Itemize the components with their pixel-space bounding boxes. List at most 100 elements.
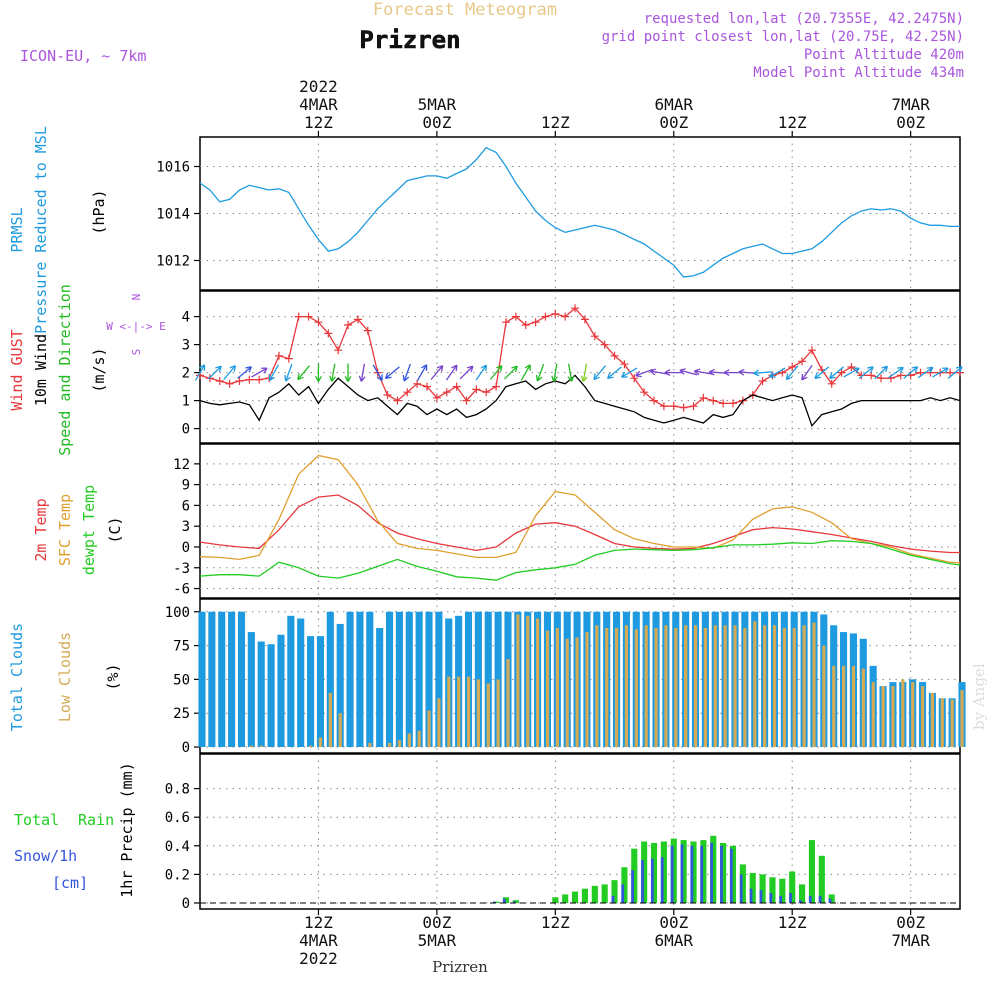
total-precip-bar bbox=[799, 884, 806, 903]
total-cloud-bar bbox=[415, 611, 423, 747]
snow-bar bbox=[680, 844, 684, 903]
page-title: Prizren bbox=[359, 26, 460, 54]
low-cloud-bar bbox=[496, 679, 500, 747]
time-label-bottom: 7MAR bbox=[891, 931, 930, 950]
y-tick-label: 1012 bbox=[156, 254, 190, 270]
gust-marker bbox=[620, 360, 629, 369]
time-label-top: 7MAR bbox=[891, 95, 930, 114]
wind-direction-arrow bbox=[567, 363, 575, 382]
gust-marker bbox=[837, 368, 846, 377]
gust-marker bbox=[669, 402, 678, 411]
gust-marker bbox=[531, 318, 540, 327]
gust-marker bbox=[699, 393, 708, 402]
gust-marker bbox=[798, 357, 807, 366]
legend-rain: Rain bbox=[78, 811, 114, 829]
gust-marker bbox=[758, 377, 767, 385]
total-cloud-bar bbox=[385, 611, 394, 747]
wind-direction-arrow bbox=[635, 368, 653, 378]
time-label-top: 12Z bbox=[541, 113, 570, 132]
low-cloud-bar bbox=[950, 699, 954, 747]
snow-bar bbox=[493, 901, 496, 903]
snow-bar bbox=[779, 895, 783, 903]
total-precip-bar bbox=[808, 840, 816, 903]
series-line-dewpt-temp bbox=[199, 540, 961, 581]
gust-marker bbox=[314, 318, 323, 327]
total-cloud-bar bbox=[395, 611, 403, 747]
gust-marker bbox=[600, 340, 609, 349]
wind-direction-arrow bbox=[358, 363, 366, 382]
y-tick-label: 0.4 bbox=[165, 839, 190, 855]
time-label-bottom: 00Z bbox=[422, 913, 451, 932]
axis-label: (m/s) bbox=[90, 347, 108, 392]
low-cloud-bar bbox=[368, 742, 372, 747]
low-cloud-bar bbox=[575, 637, 579, 747]
total-precip-bar bbox=[502, 897, 510, 903]
total-precip-bar bbox=[512, 900, 519, 903]
y-tick-label: -3 bbox=[173, 561, 190, 577]
total-cloud-bar bbox=[336, 623, 344, 747]
gust-marker bbox=[482, 388, 491, 397]
y-tick-label: 0 bbox=[182, 540, 190, 556]
series-line-wind-gust bbox=[199, 307, 960, 409]
gust-marker bbox=[659, 402, 668, 411]
panel-1: 0 1 2 3 4 Wind GUST 10m Wind Speed and Directio… bbox=[8, 284, 964, 456]
total-precip-bar bbox=[710, 835, 717, 903]
wind-direction-arrow bbox=[417, 364, 428, 381]
snow-bar bbox=[729, 848, 733, 903]
wind-direction-arrow bbox=[268, 364, 280, 381]
low-cloud-bar bbox=[664, 625, 668, 747]
y-tick-label: 0.2 bbox=[165, 867, 190, 883]
low-cloud-bar bbox=[427, 710, 431, 747]
low-cloud-bar bbox=[486, 683, 490, 747]
low-cloud-bar bbox=[713, 625, 717, 747]
low-cloud-bar bbox=[387, 742, 392, 747]
total-precip-bar bbox=[591, 885, 598, 903]
y-tick-label: 2 bbox=[182, 366, 190, 382]
time-label-top: 2022 bbox=[299, 77, 338, 96]
total-cloud-bar bbox=[297, 618, 305, 747]
snow-bar bbox=[818, 895, 822, 903]
total-precip-bar bbox=[660, 841, 667, 903]
snow-bar bbox=[670, 845, 674, 903]
wind-direction-arrow bbox=[932, 367, 949, 378]
snow-bar bbox=[700, 845, 704, 903]
low-cloud-bar bbox=[555, 627, 559, 747]
wind-direction-arrow bbox=[223, 365, 237, 380]
gust-marker bbox=[423, 382, 432, 391]
y-tick-label: 3 bbox=[182, 338, 190, 354]
wind-direction-arrow bbox=[251, 367, 268, 378]
time-label-bottom: 6MAR bbox=[655, 931, 694, 950]
series-line-2m-temp bbox=[199, 494, 960, 554]
gust-marker bbox=[452, 382, 461, 391]
low-cloud-bar bbox=[397, 740, 402, 747]
series-line-prmsl bbox=[199, 146, 960, 278]
total-cloud-bar bbox=[228, 611, 236, 747]
y-tick-label: 75 bbox=[173, 639, 190, 655]
low-cloud-bar bbox=[693, 625, 698, 747]
gust-marker bbox=[492, 382, 501, 391]
wind-direction-arrow bbox=[329, 363, 336, 382]
total-cloud-bar bbox=[287, 615, 295, 747]
low-cloud-bar bbox=[861, 668, 865, 747]
snow-bar bbox=[710, 842, 713, 903]
gust-marker bbox=[719, 399, 728, 408]
low-cloud-bar bbox=[723, 625, 727, 747]
wind-direction-arrow bbox=[459, 365, 474, 380]
total-precip-bar bbox=[729, 845, 737, 903]
wind-direction-arrow bbox=[593, 365, 607, 381]
gust-marker bbox=[442, 388, 451, 397]
total-precip-bar bbox=[700, 840, 707, 903]
y-tick-label: 1016 bbox=[156, 160, 190, 176]
low-cloud-bar bbox=[447, 676, 451, 747]
wind-direction-arrow bbox=[489, 365, 503, 380]
axis-label: Total Clouds bbox=[8, 623, 26, 731]
gust-marker bbox=[956, 368, 964, 377]
gust-marker bbox=[274, 351, 283, 360]
gust-marker bbox=[413, 379, 422, 388]
legend-total: Total bbox=[14, 811, 59, 829]
gust-marker bbox=[728, 399, 737, 408]
y-tick-label: 12 bbox=[173, 457, 190, 473]
y-tick-label: 100 bbox=[165, 605, 190, 621]
wind-direction-arrow bbox=[664, 369, 683, 377]
